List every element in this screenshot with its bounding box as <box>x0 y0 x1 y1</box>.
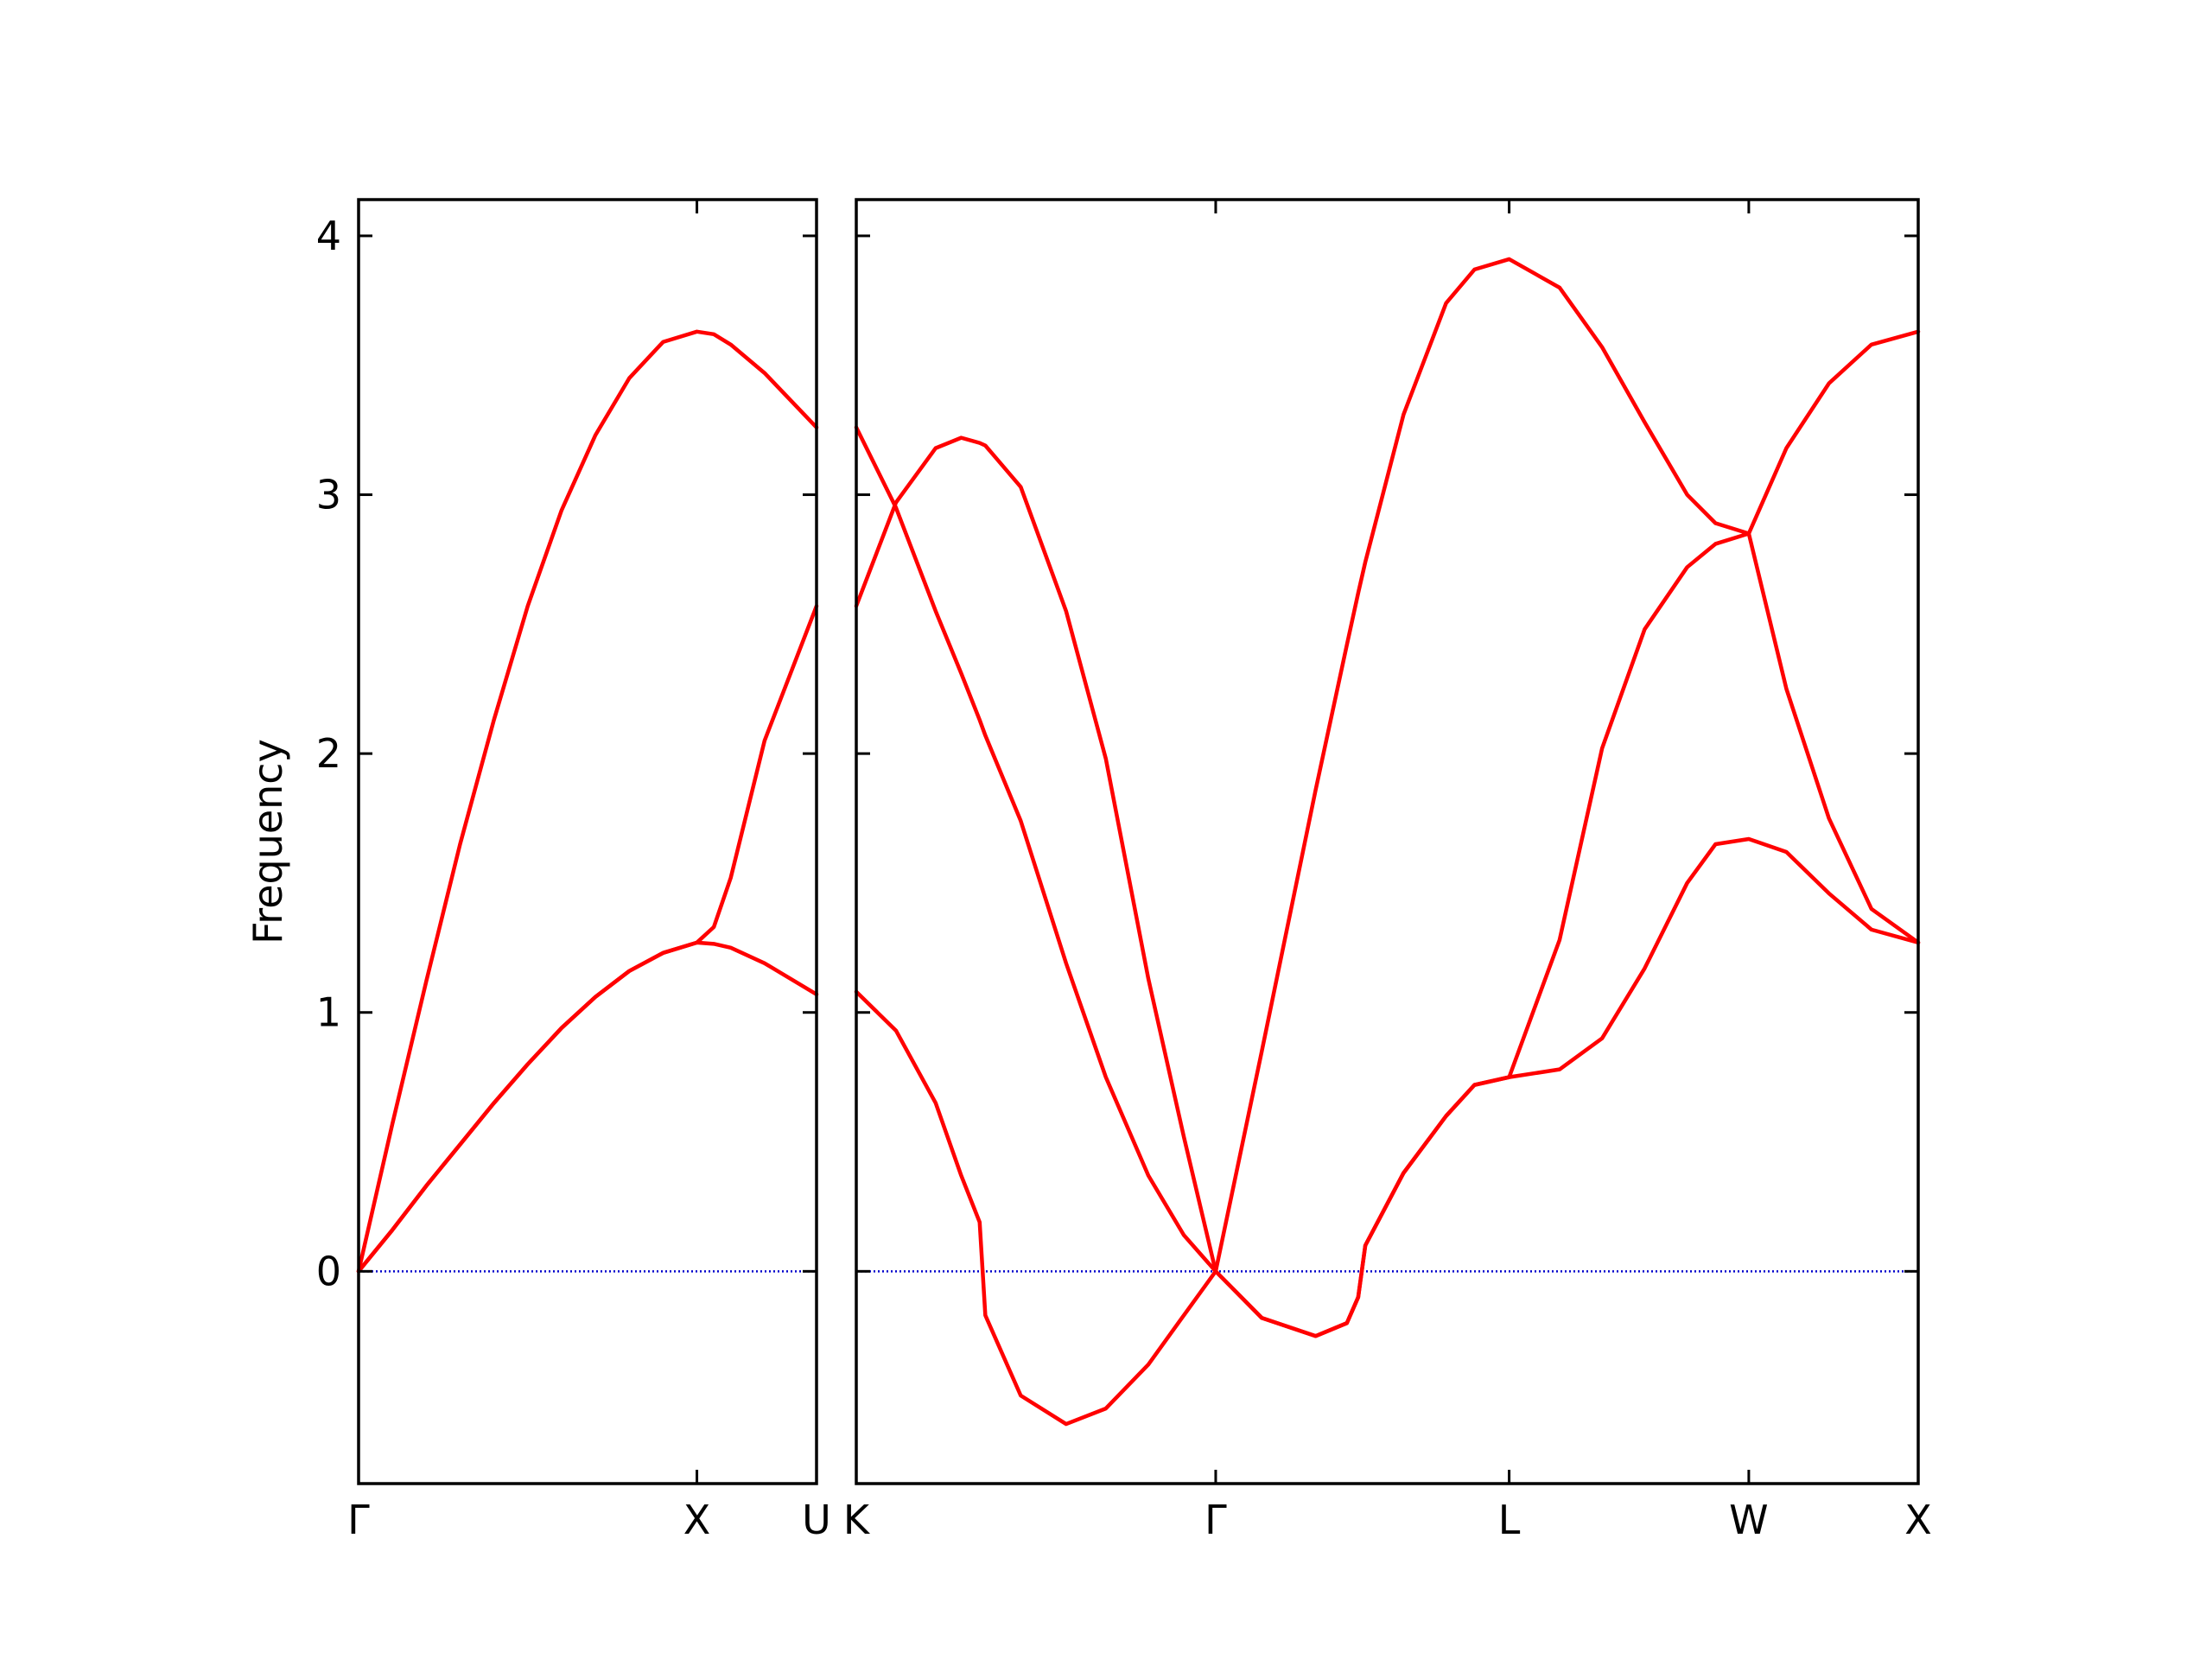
band-line <box>854 257 1921 1274</box>
band-line <box>854 836 1921 1427</box>
band-line <box>356 604 819 1274</box>
x-tick-label: U <box>802 1497 831 1543</box>
x-tick-label: X <box>1904 1497 1932 1543</box>
y-tick-label: 1 <box>316 989 341 1036</box>
x-tick-label: Γ <box>347 1497 370 1543</box>
band-line <box>356 329 819 1274</box>
y-tick-label: 0 <box>316 1248 341 1294</box>
x-tick-label: L <box>1498 1497 1521 1543</box>
x-tick-label: X <box>683 1497 711 1543</box>
y-tick-label: 3 <box>316 472 341 518</box>
plot-frame <box>357 198 818 1485</box>
y-axis-label: Frequency <box>245 739 291 944</box>
y-tick-label: 2 <box>316 730 341 777</box>
x-tick-label: W <box>1729 1497 1768 1543</box>
x-tick-label: K <box>843 1497 871 1543</box>
plot-frame <box>855 198 1920 1485</box>
y-tick-label: 4 <box>316 213 341 259</box>
x-tick-label: Γ <box>1205 1497 1227 1543</box>
